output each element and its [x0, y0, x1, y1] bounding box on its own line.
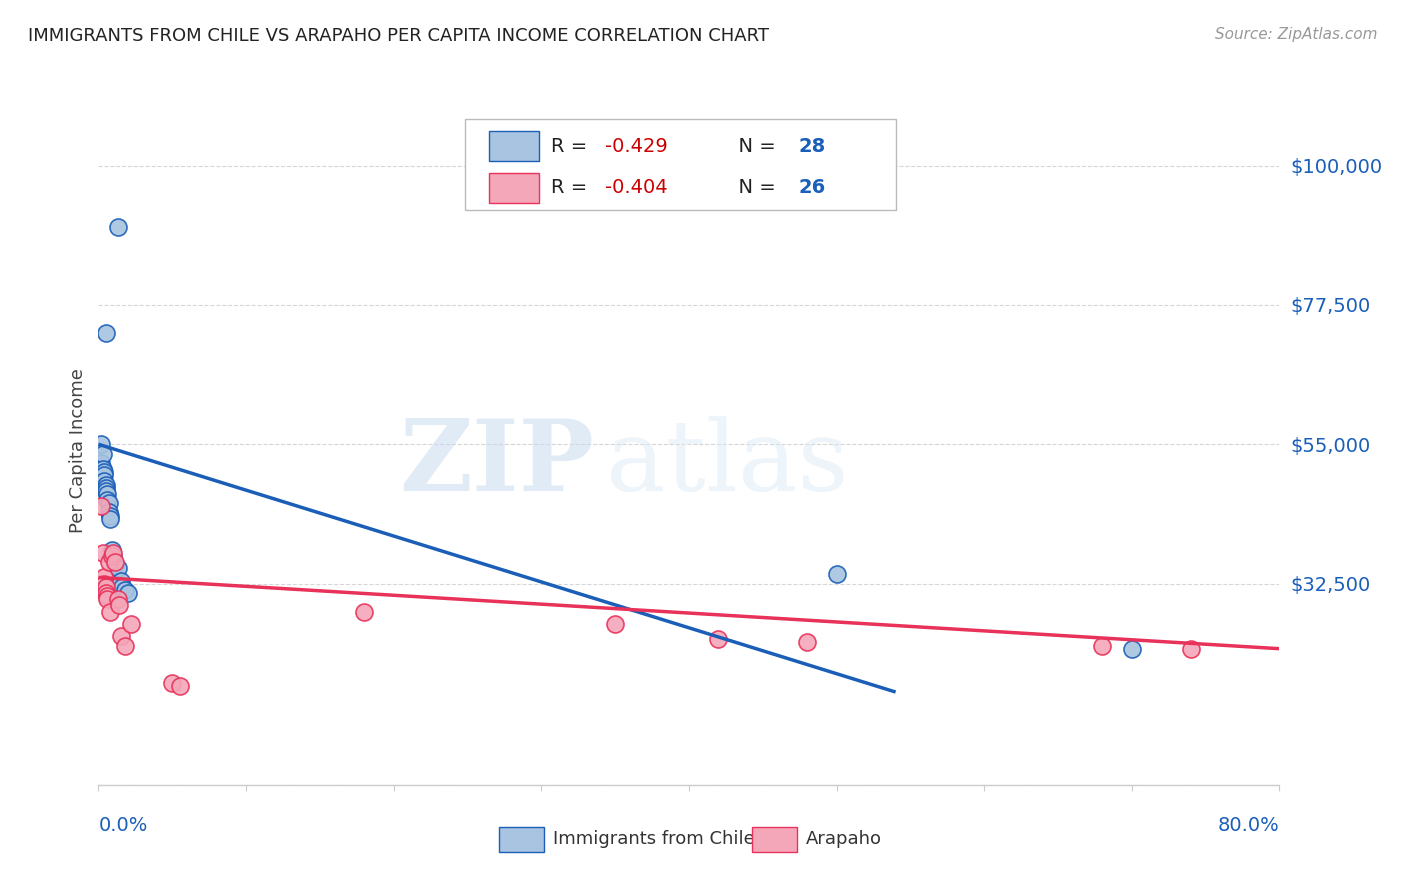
Point: [91, 446, 114, 460]
Point: [796, 635, 818, 649]
Point: [120, 616, 142, 631]
Point: [107, 592, 129, 607]
Point: [169, 679, 191, 693]
Point: [107, 561, 129, 575]
Point: [162, 675, 183, 690]
Point: [111, 580, 134, 594]
Point: [91, 546, 114, 560]
FancyBboxPatch shape: [489, 131, 538, 161]
Point: [93, 475, 115, 489]
FancyBboxPatch shape: [464, 120, 896, 210]
Point: [93, 570, 115, 584]
Point: [100, 549, 122, 563]
Point: [97, 505, 120, 519]
Point: [98, 605, 121, 619]
Point: [117, 586, 139, 600]
Point: [94, 477, 117, 491]
Point: [100, 542, 122, 557]
Text: 80.0%: 80.0%: [1218, 816, 1279, 835]
Text: IMMIGRANTS FROM CHILE VS ARAPAHO PER CAPITA INCOME CORRELATION CHART: IMMIGRANTS FROM CHILE VS ARAPAHO PER CAP…: [28, 27, 769, 45]
Point: [97, 555, 120, 569]
Text: R =: R =: [551, 136, 593, 155]
Text: N =: N =: [725, 136, 782, 155]
Y-axis label: Per Capita Income: Per Capita Income: [69, 368, 87, 533]
Text: Arapaho: Arapaho: [806, 830, 882, 848]
Text: ZIP: ZIP: [399, 416, 595, 512]
Point: [110, 629, 132, 643]
Point: [91, 462, 114, 476]
Point: [1091, 639, 1114, 653]
Text: 0.0%: 0.0%: [98, 816, 148, 835]
Point: [353, 605, 375, 619]
Point: [94, 580, 117, 594]
Point: [94, 326, 117, 340]
Point: [707, 632, 730, 647]
Text: -0.429: -0.429: [605, 136, 668, 155]
Point: [605, 616, 627, 631]
Point: [104, 555, 127, 569]
Point: [107, 220, 129, 235]
Text: Source: ZipAtlas.com: Source: ZipAtlas.com: [1215, 27, 1378, 42]
Point: [1180, 641, 1202, 656]
Point: [96, 589, 118, 603]
Point: [96, 487, 118, 501]
Point: [1121, 641, 1143, 656]
Point: [96, 493, 118, 508]
Point: [96, 592, 118, 607]
Point: [98, 508, 121, 523]
Point: [90, 456, 112, 470]
Point: [90, 500, 112, 514]
Text: -0.404: -0.404: [605, 178, 668, 197]
Point: [825, 567, 848, 582]
Point: [110, 574, 132, 588]
Point: [98, 511, 121, 525]
Point: [103, 546, 125, 560]
Point: [94, 481, 117, 495]
FancyBboxPatch shape: [489, 173, 538, 202]
Point: [90, 437, 112, 451]
Point: [97, 496, 120, 510]
Text: atlas: atlas: [606, 416, 849, 512]
Text: N =: N =: [725, 178, 782, 197]
Text: 28: 28: [799, 136, 827, 155]
Point: [94, 586, 117, 600]
Point: [93, 576, 115, 591]
Text: Immigrants from Chile: Immigrants from Chile: [553, 830, 754, 848]
Point: [114, 639, 136, 653]
Point: [108, 599, 131, 613]
Point: [114, 582, 136, 597]
Point: [94, 483, 117, 498]
Point: [104, 558, 127, 572]
Point: [93, 468, 115, 483]
Text: R =: R =: [551, 178, 593, 197]
Text: 26: 26: [799, 178, 827, 197]
Point: [103, 549, 125, 563]
Point: [93, 465, 115, 479]
